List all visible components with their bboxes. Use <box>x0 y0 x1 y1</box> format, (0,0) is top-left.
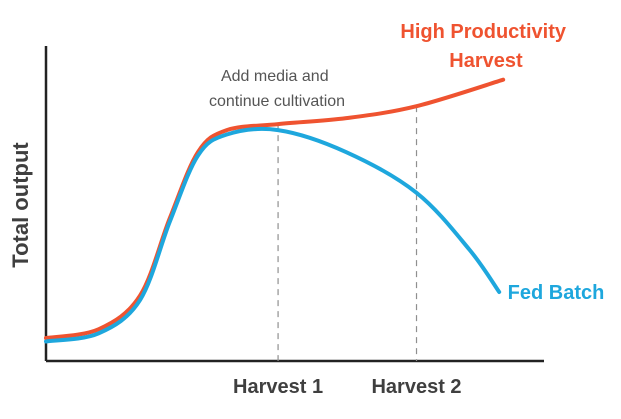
guides-layer <box>277 106 418 361</box>
fed-batch-line <box>44 126 502 344</box>
y-axis-label: Total output <box>8 142 33 268</box>
high-productivity-label-line-1: High Productivity <box>400 21 566 43</box>
high-productivity-label-line-2: Harvest <box>449 50 523 72</box>
annotation-line-1: Add media and <box>221 68 329 85</box>
high-productivity-harvest-label: High Productivity Harvest <box>400 21 571 72</box>
series-layer <box>44 77 506 344</box>
fed-batch-label: Fed Batch <box>508 282 605 304</box>
axes-layer <box>44 46 544 363</box>
x-tick-label-harvest-2: Harvest 2 <box>371 376 461 398</box>
ticks-layer: Harvest 1 Harvest 2 <box>233 376 462 398</box>
annotation-line-2: continue cultivation <box>209 93 345 110</box>
high-productivity-harvest-line <box>44 77 506 341</box>
x-tick-label-harvest-1: Harvest 1 <box>233 376 323 398</box>
annotation-text: Add media and continue cultivation <box>209 68 345 110</box>
